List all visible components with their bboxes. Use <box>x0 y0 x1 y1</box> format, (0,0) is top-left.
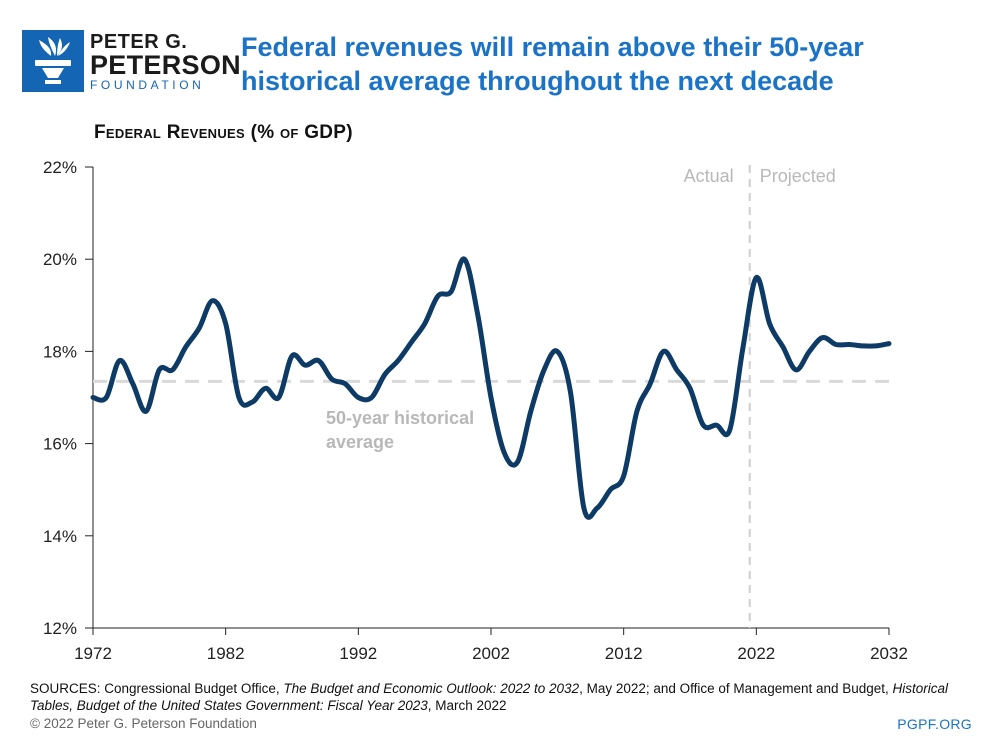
sources-cbo-title: The Budget and Economic Outlook: 2022 to… <box>283 681 580 696</box>
headline: Federal revenues will remain above their… <box>241 32 864 96</box>
average-annotation-line1: 50-year historical <box>326 408 474 428</box>
copyright: © 2022 Peter G. Peterson Foundation <box>30 716 257 731</box>
logo-line-2: PETERSON <box>90 50 241 80</box>
x-tick-label: 1972 <box>74 644 112 663</box>
sources-prefix: SOURCES: Congressional Budget Office, <box>30 681 284 696</box>
projected-label: Projected <box>760 166 836 186</box>
x-tick-label: 2022 <box>737 644 775 663</box>
logo-line-1: PETER G. <box>90 31 188 53</box>
sources-omb-title: Historical Tables, Budget of the United … <box>30 681 949 713</box>
torch-icon <box>22 30 84 92</box>
site-link[interactable]: PGPF.ORG <box>897 716 972 732</box>
y-tick-label: 12% <box>43 619 77 638</box>
revenue-series-line <box>90 256 892 520</box>
x-tick-label: 1982 <box>207 644 245 663</box>
y-tick-label: 22% <box>43 158 77 177</box>
actual-label: Actual <box>684 166 734 186</box>
sources-note: SOURCES: Congressional Budget Office, Th… <box>30 680 980 714</box>
y-tick-label: 14% <box>43 527 77 546</box>
x-tick-label: 2002 <box>472 644 510 663</box>
revenue-line-chart: 12% 14% 16% 18% 20% 22% 1972 1982 1992 2002 2012 20… <box>43 158 908 663</box>
sources-mid: , May 2022; and Office of Management and… <box>579 681 893 696</box>
x-tick-label: 1992 <box>339 644 377 663</box>
y-tick-label: 16% <box>43 435 77 454</box>
chart-title: Federal Revenues (% of GDP) <box>94 122 353 143</box>
x-tick-label: 2032 <box>870 644 908 663</box>
x-tick-label: 2012 <box>605 644 643 663</box>
average-annotation-line2: average <box>326 432 394 452</box>
y-tick-label: 18% <box>43 342 77 361</box>
y-tick-label: 20% <box>43 250 77 269</box>
foundation-logo: PETER G. PETERSON FOUNDATION <box>22 30 241 92</box>
sources-suffix: , March 2022 <box>427 698 507 713</box>
logo-line-3: FOUNDATION <box>90 78 205 92</box>
